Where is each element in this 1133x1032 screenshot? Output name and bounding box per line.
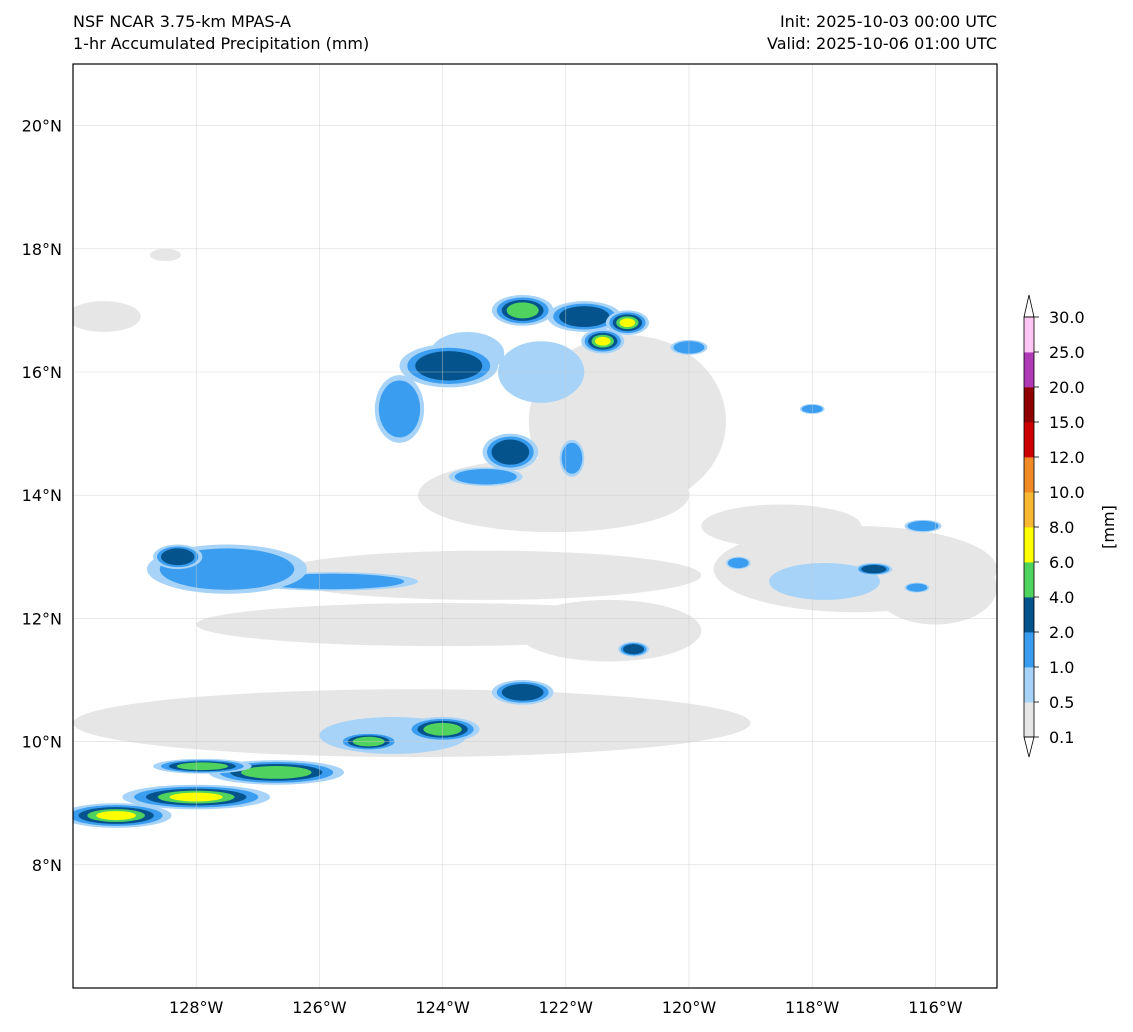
rainband-cell: [415, 351, 483, 381]
lon-tick-label: 116°W: [908, 998, 963, 1017]
colorbar-level-label: 10.0: [1049, 483, 1085, 502]
colorbar-segment: [1024, 562, 1034, 598]
lon-tick-label: 120°W: [662, 998, 717, 1017]
rainband-cell: [594, 336, 611, 346]
map-frame: [72, 63, 998, 989]
rainband-cell: [559, 306, 610, 328]
colorbar-level-label: 0.5: [1049, 693, 1074, 712]
precip-layer: [73, 248, 997, 828]
lon-tick-label: 126°W: [292, 998, 347, 1017]
lat-tick-label: 20°N: [22, 117, 62, 136]
colorbar: 0.1 0.5 1.0 2.0 4.0 6.0 8.0 10.0 12.0 15.0 20.0 25.…: [1023, 294, 1085, 758]
lon-tick-label: 128°W: [169, 998, 224, 1017]
light-precip-area: [701, 504, 862, 548]
colorbar-level-label: 12.0: [1049, 448, 1085, 467]
colorbar-unit-label: [mm]: [1099, 505, 1118, 549]
colorbar-level-label: 4.0: [1049, 588, 1074, 607]
lon-tick-label: 122°W: [539, 998, 594, 1017]
init-time: Init: 2025-10-03 00:00 UTC: [779, 12, 997, 31]
valid-time: Valid: 2025-10-06 01:00 UTC: [766, 34, 997, 53]
lat-tick-label: 18°N: [22, 240, 62, 259]
colorbar-level-label: 20.0: [1049, 378, 1085, 397]
model-title: NSF NCAR 3.75-km MPAS-A: [73, 12, 291, 31]
light-precip-area: [150, 248, 181, 262]
lon-tick-label: 118°W: [785, 998, 840, 1017]
rainband-cell: [906, 583, 928, 592]
precip-area-0-5mm: [769, 562, 880, 600]
colorbar-segment: [1024, 457, 1034, 493]
gridlines: [73, 64, 997, 988]
colorbar-segment: [1024, 387, 1034, 423]
colorbar-segment: [1024, 597, 1034, 633]
lat-tick-label: 10°N: [22, 733, 62, 752]
lon-tick-label: 124°W: [415, 998, 470, 1017]
rainband-cell: [378, 380, 421, 438]
colorbar-level-label: 1.0: [1049, 658, 1074, 677]
colorbar-level-label: 30.0: [1049, 308, 1085, 327]
rainband-cell: [907, 520, 939, 532]
latitude-axis: 8°N 10°N 12°N 14°N 16°N 18°N 20°N: [22, 117, 62, 875]
rainband-cell: [491, 439, 530, 465]
colorbar-segment: [1024, 667, 1034, 703]
colorbar-level-label: 6.0: [1049, 553, 1074, 572]
rainband-cell: [160, 548, 195, 566]
colorbar-level-label: 0.1: [1049, 728, 1074, 747]
lat-tick-label: 16°N: [22, 363, 62, 382]
colorbar-extend-max: [1023, 294, 1035, 318]
field-title: 1-hr Accumulated Precipitation (mm): [73, 34, 370, 53]
rainband-cell: [501, 683, 544, 701]
colorbar-segment: [1024, 352, 1034, 388]
lat-tick-label: 12°N: [22, 609, 62, 628]
colorbar-segment: [1024, 422, 1034, 458]
rainband-cell: [619, 318, 636, 328]
rainband-cell: [96, 811, 137, 820]
rainband-cell: [454, 468, 517, 485]
rainband-cell: [241, 765, 312, 779]
colorbar-segment: [1024, 492, 1034, 528]
rainband-cell: [861, 564, 887, 574]
rainband-cell: [727, 557, 749, 569]
colorbar-segment: [1024, 702, 1034, 738]
colorbar-segment: [1024, 527, 1034, 563]
colorbar-segment: [1024, 317, 1034, 353]
lat-tick-label: 14°N: [22, 486, 62, 505]
colorbar-level-label: 25.0: [1049, 343, 1085, 362]
colorbar-extend-min: [1023, 736, 1035, 758]
longitude-axis: 128°W 126°W 124°W 122°W 120°W 118°W 116°W: [169, 998, 963, 1017]
colorbar-level-label: 15.0: [1049, 413, 1085, 432]
light-precip-area: [73, 301, 141, 332]
rainband-cell: [623, 644, 645, 655]
colorbar-level-label: 2.0: [1049, 623, 1074, 642]
rainband-cell: [176, 762, 228, 771]
light-precip-area: [516, 599, 702, 662]
rainband-cell: [506, 302, 539, 319]
colorbar-segment: [1024, 632, 1034, 668]
lat-tick-label: 8°N: [32, 856, 62, 875]
colorbar-level-label: 8.0: [1049, 518, 1074, 537]
rainband-cell: [561, 442, 583, 474]
